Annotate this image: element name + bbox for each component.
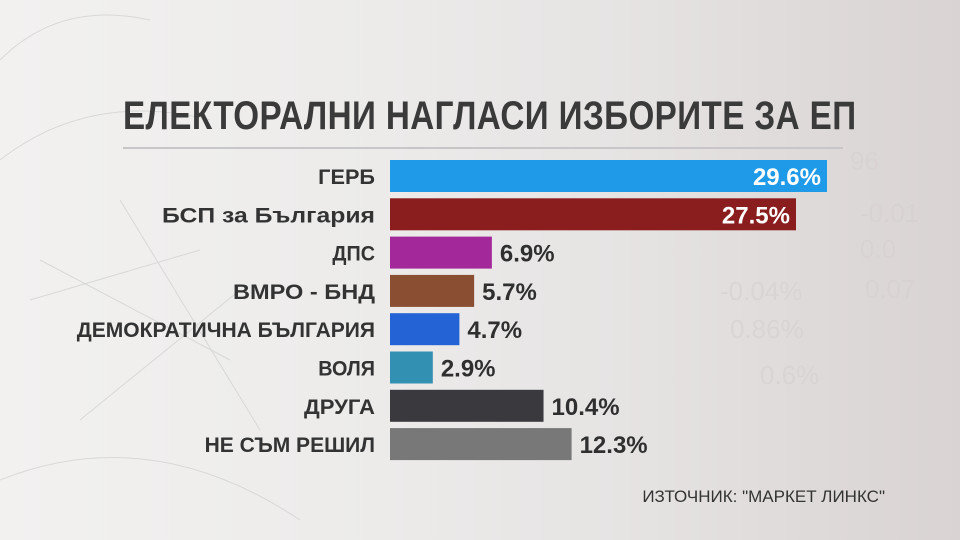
value-label-0: 29.6% bbox=[753, 164, 821, 191]
value-label-6: 10.4% bbox=[552, 394, 620, 421]
title-divider bbox=[123, 147, 843, 149]
category-label-1: БСП за България bbox=[162, 204, 375, 227]
bar-3 bbox=[390, 274, 475, 307]
bar-6 bbox=[390, 389, 544, 422]
bar-2 bbox=[390, 236, 492, 269]
svg-text:0.6%: 0.6% bbox=[760, 360, 819, 390]
category-label-2: ДПС bbox=[332, 243, 375, 266]
category-label-5: ВОЛЯ bbox=[318, 358, 375, 381]
svg-text:-0.04%: -0.04% bbox=[720, 276, 802, 306]
bar-1 bbox=[390, 198, 796, 231]
category-label-7: НЕ СЪМ РЕШИЛ bbox=[205, 434, 375, 457]
value-label-7: 12.3% bbox=[580, 432, 648, 459]
source-note: ИЗТОЧНИК: "МАРКЕТ ЛИНКС" bbox=[642, 487, 885, 506]
bar-4 bbox=[390, 313, 460, 346]
svg-text:96: 96 bbox=[850, 146, 879, 176]
value-label-4: 4.7% bbox=[467, 317, 522, 344]
svg-text:0.07: 0.07 bbox=[865, 274, 916, 304]
category-label-3: ВМРО - БНД bbox=[233, 281, 375, 304]
bar-0 bbox=[390, 160, 827, 192]
svg-text:0.0: 0.0 bbox=[860, 234, 896, 264]
value-label-5: 2.9% bbox=[441, 356, 496, 383]
value-label-3: 5.7% bbox=[482, 279, 537, 306]
category-label-4: ДЕМОКРАТИЧНА БЪЛГАРИЯ bbox=[77, 319, 375, 342]
svg-text:0.86%: 0.86% bbox=[730, 314, 804, 344]
value-label-1: 27.5% bbox=[722, 202, 790, 229]
category-label-0: ГЕРБ bbox=[318, 166, 375, 189]
bar-5 bbox=[390, 351, 433, 384]
value-label-2: 6.9% bbox=[500, 241, 555, 268]
svg-text:-0.01: -0.01 bbox=[860, 198, 919, 228]
category-label-6: ДРУГА bbox=[304, 396, 375, 419]
bar-7 bbox=[390, 428, 572, 461]
